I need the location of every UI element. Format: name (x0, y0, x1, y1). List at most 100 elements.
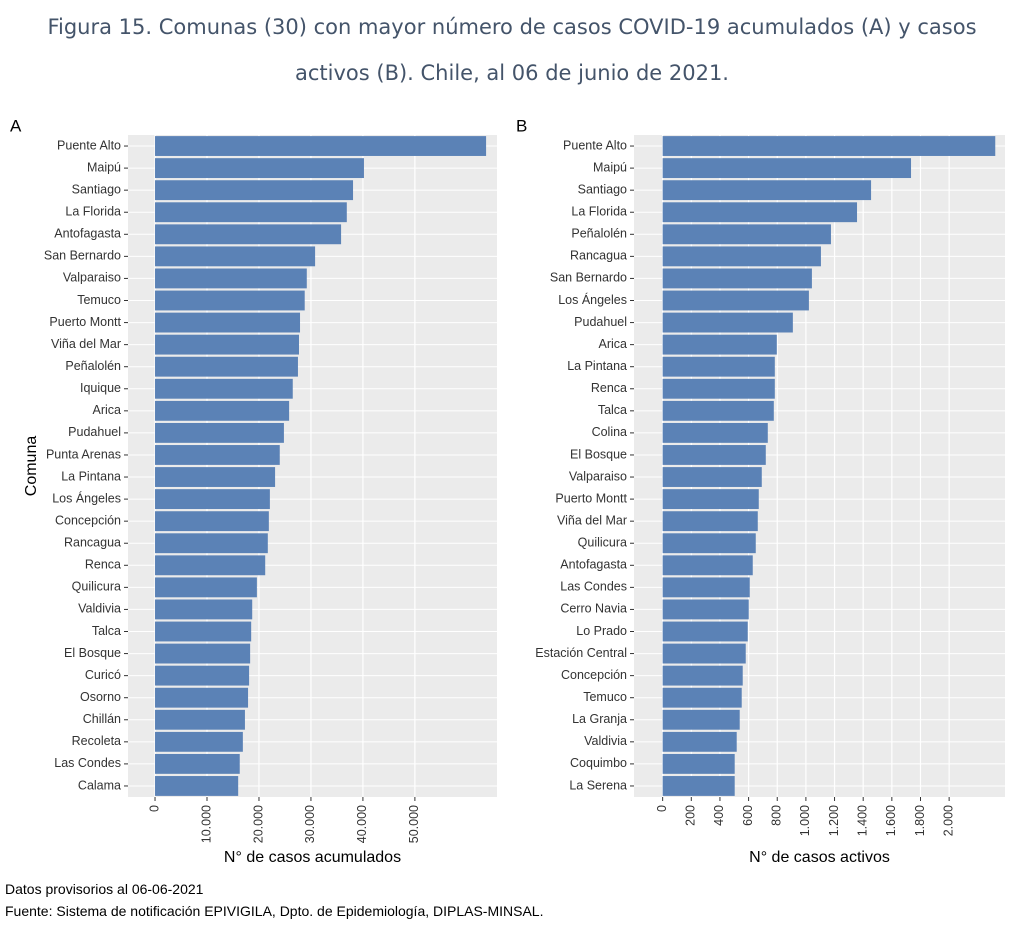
y-tick-label: La Pintana (567, 359, 627, 373)
y-tick-label: Valparaiso (63, 271, 121, 285)
x-tick-label: 20.000 (251, 805, 265, 843)
bar (155, 136, 487, 156)
y-tick-label: La Granja (572, 712, 627, 726)
x-tick-label: 0 (147, 805, 161, 812)
bar (662, 555, 753, 576)
y-tick-label: Peñalolén (65, 359, 121, 373)
bar (155, 621, 252, 642)
bar (155, 511, 269, 532)
x-tick-label: 30.000 (303, 805, 317, 843)
y-tick-label: Renca (591, 381, 627, 395)
bar (662, 312, 793, 333)
bar (155, 400, 290, 421)
bar (662, 467, 762, 487)
bar (662, 400, 774, 421)
bar (155, 202, 347, 223)
bar (662, 378, 775, 399)
y-tick-label: Valparaiso (569, 469, 627, 483)
x-tick-label: 800 (770, 805, 784, 826)
x-tick-label: 40.000 (355, 805, 369, 843)
y-tick-label: Valdivia (78, 602, 121, 616)
footnote: Fuente: Sistema de notificación EPIVIGIL… (5, 903, 544, 919)
bar (662, 489, 759, 510)
y-tick-label: Peñalolén (571, 227, 627, 241)
y-tick-label: Concepción (55, 513, 121, 527)
y-tick-label: Estación Central (535, 646, 627, 660)
x-axis-label: N° de casos acumulados (224, 849, 401, 866)
bar (662, 665, 743, 686)
bar (155, 246, 316, 267)
y-tick-label: Osorno (80, 690, 121, 704)
bar (662, 202, 858, 223)
y-tick-label: Coquimbo (570, 756, 627, 770)
y-tick-label: Rancagua (64, 536, 121, 550)
panel-background (634, 135, 1005, 797)
x-tick-label: 400 (712, 805, 726, 826)
x-tick-label: 1.400 (855, 805, 869, 836)
bar (662, 753, 735, 774)
bar (155, 643, 251, 664)
y-tick-label: Calama (78, 778, 121, 792)
panel-background (128, 135, 497, 797)
y-tick-label: Arica (93, 403, 122, 417)
bar (155, 290, 305, 311)
x-tick-label: 2.000 (941, 805, 955, 836)
y-tick-label: Viña del Mar (557, 513, 627, 527)
bar (662, 246, 821, 267)
y-tick-label: Pudahuel (68, 425, 121, 439)
y-tick-label: Arica (599, 337, 628, 351)
bar (662, 511, 758, 532)
bar (662, 709, 740, 730)
bar (155, 422, 284, 443)
x-tick-label: 1.600 (884, 805, 898, 836)
y-tick-label: La Florida (65, 205, 121, 219)
y-tick-label: Chillán (83, 712, 121, 726)
y-tick-label: San Bernardo (550, 271, 627, 285)
bar (662, 224, 831, 245)
bar (662, 621, 748, 642)
bar (155, 180, 354, 201)
y-tick-label: Cerro Navia (560, 602, 627, 616)
y-tick-label: Antofagasta (560, 558, 627, 572)
bar (155, 776, 239, 796)
bar (155, 665, 250, 686)
x-tick-label: 0 (655, 805, 669, 812)
y-tick-label: Quilicura (578, 536, 627, 550)
y-tick-label: Maipú (87, 160, 121, 174)
bar (662, 643, 746, 664)
y-tick-label: Temuco (583, 690, 627, 704)
y-tick-label: Pudahuel (574, 315, 627, 329)
y-tick-label: La Florida (571, 205, 627, 219)
bar (155, 489, 270, 510)
y-tick-label: Puente Alto (57, 138, 121, 152)
bar (662, 158, 912, 179)
y-tick-label: Las Condes (560, 580, 627, 594)
y-tick-label: La Pintana (61, 469, 121, 483)
x-tick-label: 200 (684, 805, 698, 826)
bar (155, 378, 293, 399)
panel-label: B (516, 116, 527, 135)
y-tick-label: Iquique (80, 381, 121, 395)
footnotes: Datos provisorios al 06-06-2021 Fuente: … (5, 878, 544, 922)
bar (662, 290, 809, 311)
bar (155, 577, 257, 598)
bar (155, 753, 240, 774)
bar (155, 533, 268, 554)
bar (155, 268, 307, 289)
y-tick-label: Santiago (72, 182, 121, 196)
x-tick-label: 50.000 (407, 805, 421, 843)
y-tick-label: Talca (92, 624, 121, 638)
bar (662, 180, 872, 201)
y-tick-label: Viña del Mar (51, 337, 121, 351)
y-tick-label: Lo Prado (576, 624, 627, 638)
x-tick-label: 10.000 (199, 805, 213, 843)
y-tick-label: Antofagasta (54, 227, 121, 241)
y-tick-label: Colina (592, 425, 627, 439)
bar (662, 445, 766, 465)
y-tick-label: Rancagua (570, 249, 627, 263)
y-tick-label: Puerto Montt (555, 491, 627, 505)
bar (155, 445, 280, 465)
y-tick-label: Valdivia (584, 734, 627, 748)
bar (155, 687, 249, 708)
bar (662, 599, 749, 620)
